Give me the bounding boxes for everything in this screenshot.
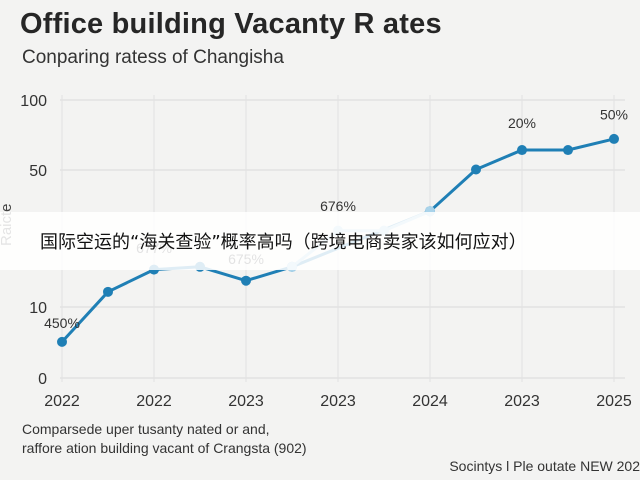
y-tick-label: 50 [29,163,47,180]
data-point [471,164,481,175]
x-tick-labels: 2022 2022 2023 2023 2024 2023 2025 [44,393,632,410]
x-tick-label: 2025 [596,393,632,410]
x-tick-label: 2023 [320,393,356,410]
footnote-line-2: raffore ation building vacant of Crangst… [22,440,307,456]
x-tick-label: 2024 [412,393,448,410]
overlay-caption-text: 国际空运的“海关查验”概率高吗（跨境电商卖家该如何应对） [40,232,527,253]
chart-title: Office building Vacanty R ates [20,8,442,40]
x-tick-label: 2023 [504,393,540,410]
y-tick-label: 0 [38,371,47,388]
data-point [103,286,113,297]
data-point [609,133,619,144]
y-tick-label: 100 [20,93,47,110]
overlay-caption-banner: 国际空运的“海关查验”概率高吗（跨境电商卖家该如何应对） [0,212,640,270]
data-label: 20% [508,115,536,131]
data-point [57,336,67,347]
data-point [563,145,573,156]
x-tick-label: 2023 [228,393,264,410]
data-label: 450% [44,315,80,331]
data-point [241,275,251,286]
y-tick-label: 10 [29,300,47,317]
footnote: Comparsede uper tusanty nated or and, ra… [22,420,307,458]
data-point [517,145,527,156]
chart-subtitle: Conparing ratess of Changisha [22,47,284,68]
footnote-line-1: Comparsede uper tusanty nated or and, [22,421,270,437]
x-tick-label: 2022 [44,393,80,410]
x-tick-label: 2022 [136,393,172,410]
data-label: 676% [320,198,356,214]
data-label: 50% [600,106,628,122]
source-credit: Socintys l Ple outate NEW 202 [449,458,640,474]
